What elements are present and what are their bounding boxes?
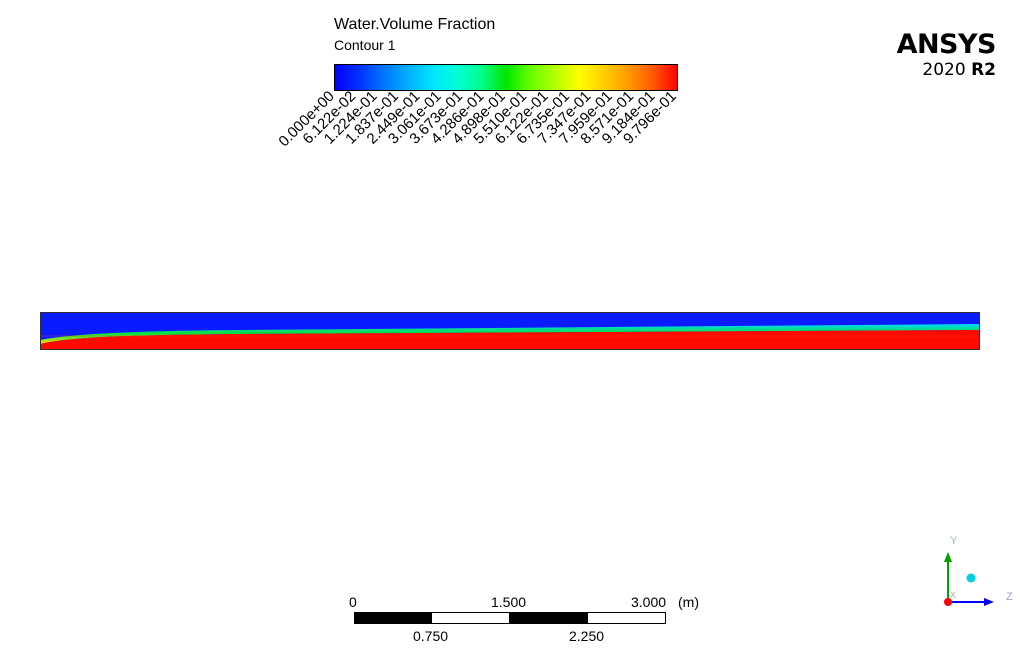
triad-dot [966, 573, 976, 583]
scale-label-0: 0 [349, 594, 357, 610]
scale-unit: (m) [678, 594, 699, 610]
scale-label-3000: 3.000 [631, 594, 667, 610]
brand-name: ANSYS [896, 29, 997, 60]
scale-label-2250: 2.250 [569, 628, 605, 644]
ansys-logo: ANSYS 2020 R2 [896, 29, 997, 84]
y-axis-label: Y [950, 535, 958, 547]
scale-label-750: 0.750 [413, 628, 449, 644]
brand-version-release: R2 [971, 60, 996, 80]
x-axis-origin [944, 598, 952, 606]
legend-subtitle: Contour 1 [334, 37, 396, 53]
scale-bar: 0 1.500 3.000 (m) 0.750 2.250 [340, 588, 720, 648]
scale-segment-3 [509, 612, 588, 624]
scale-label-1500: 1.500 [491, 594, 527, 610]
scale-segment-2 [431, 612, 510, 624]
domain-outline [40, 312, 980, 350]
colorbar-tick-labels: 0.000e+006.122e-021.224e-011.837e-012.44… [275, 88, 679, 150]
scale-bar-segments [354, 612, 666, 624]
interface-band [40, 324, 980, 344]
brand-version: 2020 R2 [922, 60, 996, 80]
x-axis-label: X [950, 590, 956, 600]
water-region [40, 330, 980, 350]
volume-fraction-contour-plot[interactable] [40, 312, 980, 350]
brand-version-year: 2020 [922, 60, 966, 80]
scale-segment-1 [354, 612, 432, 624]
scale-segment-4 [587, 612, 666, 624]
colorbar [334, 64, 678, 91]
legend-title: Water.Volume Fraction [334, 16, 496, 33]
y-axis-arrow [944, 552, 952, 562]
z-axis-label: Z [1006, 591, 1013, 603]
z-axis-arrow [984, 598, 994, 606]
axes-triad[interactable]: Y Z X [936, 530, 1020, 614]
